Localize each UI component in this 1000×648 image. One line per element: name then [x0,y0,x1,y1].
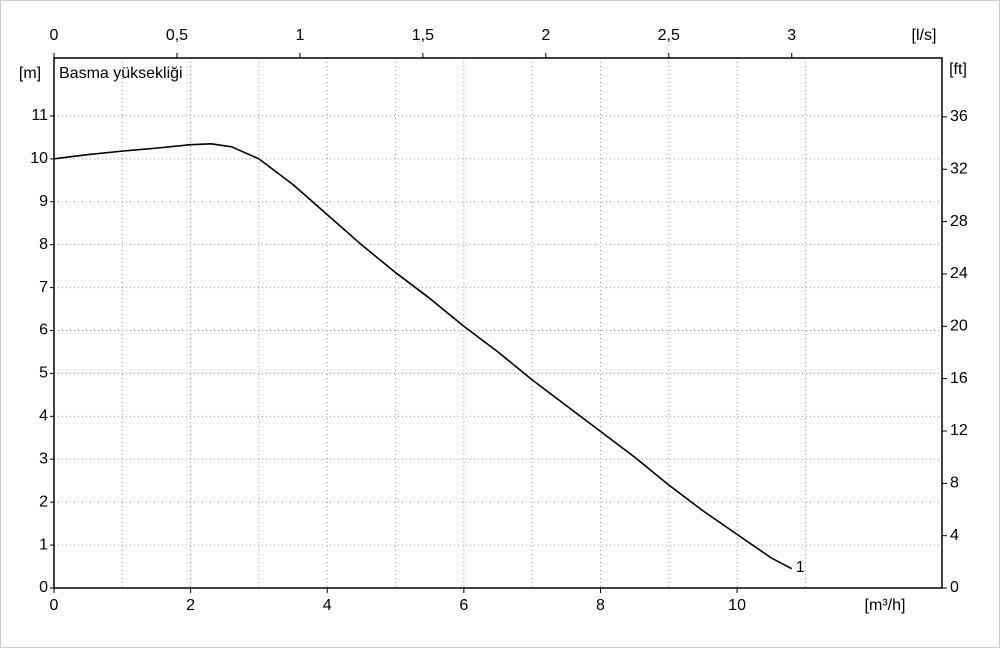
y-axis-title: Basma yüksekliği [59,65,183,82]
y-unit: [m] [19,65,41,82]
y-tick-label: 2 [39,493,48,510]
y-tick-label: 3 [39,450,48,467]
x2-tick-label: 3 [787,27,796,44]
y-tick-label: 10 [30,150,48,167]
x-unit: [m³/h] [865,597,906,614]
x2-tick-label: 0,5 [166,27,188,44]
y2-tick-label: 0 [950,579,959,596]
y2-tick-label: 36 [950,108,968,125]
y-tick-label: 7 [39,279,48,296]
y-tick-label: 6 [39,322,48,339]
x-tick-label: 8 [596,597,605,614]
y-tick-label: 4 [39,408,48,425]
curve [53,143,793,570]
x2-tick-label: 2 [541,27,550,44]
y2-tick-label: 8 [950,475,959,492]
y-tick-label: 5 [39,365,48,382]
y-tick-label: 0 [39,579,48,596]
x-tick-label: 4 [323,597,332,614]
y2-tick-label: 4 [950,527,959,544]
x2-tick-label: 0 [50,27,59,44]
y2-tick-label: 16 [950,370,968,387]
x-tick-label: 10 [728,597,746,614]
y-tick-label: 8 [39,236,48,253]
y2-tick-label: 20 [950,317,968,334]
y-tick-label: 9 [39,193,48,210]
y-tick-label: 11 [31,107,48,124]
y-tick-label: 1 [39,536,48,553]
x2-unit: [l/s] [912,27,937,44]
plot-frame [53,57,943,589]
x2-tick-label: 1 [295,27,304,44]
y2-tick-label: 28 [950,213,968,230]
y2-tick-label: 32 [950,160,968,177]
x-tick-label: 2 [186,597,195,614]
y2-tick-label: 24 [950,265,968,282]
x2-tick-label: 2,5 [658,27,680,44]
x-tick-label: 0 [50,597,59,614]
curve-label: 1 [796,559,805,576]
x2-tick-label: 1,5 [412,27,434,44]
x-tick-label: 6 [459,597,468,614]
y2-tick-label: 12 [950,422,968,439]
y2-unit: [ft] [949,61,967,78]
